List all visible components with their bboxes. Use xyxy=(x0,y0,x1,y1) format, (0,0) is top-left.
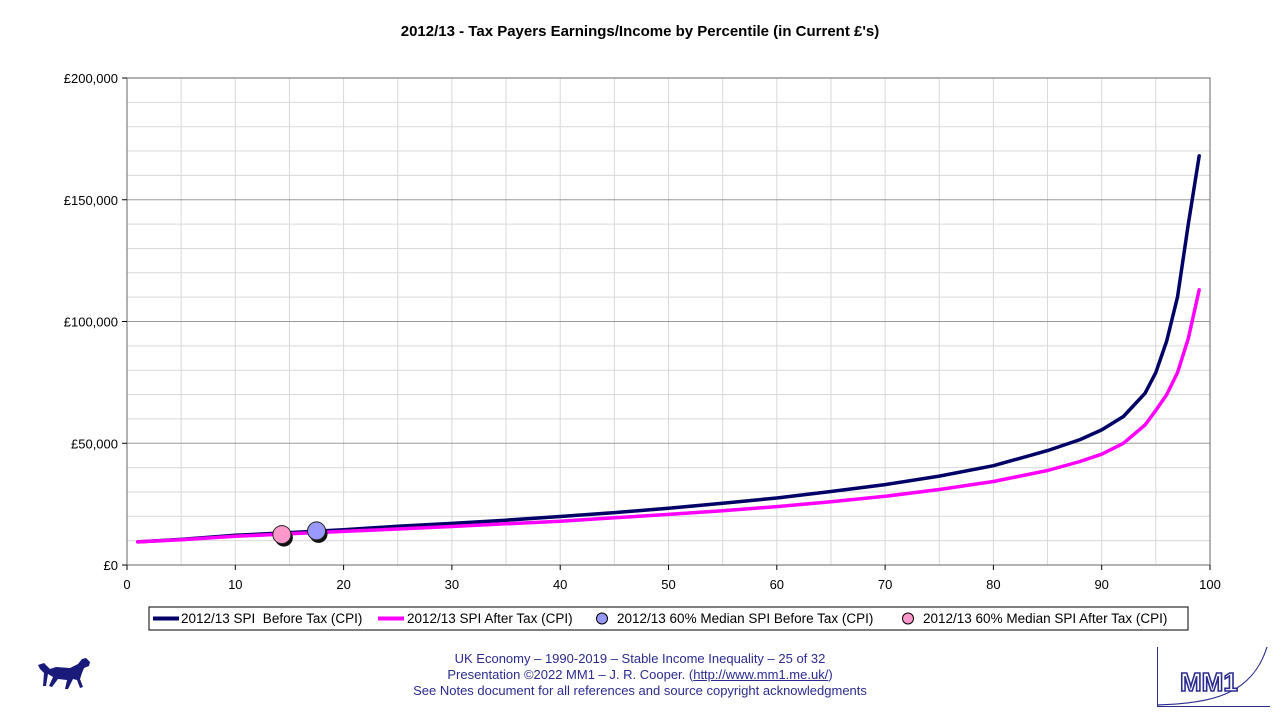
logo-text: MM1 xyxy=(1180,667,1238,697)
legend-marker-median-after-tax xyxy=(902,612,914,625)
x-tick-label: 70 xyxy=(878,577,892,592)
y-tick-label: £50,000 xyxy=(71,436,118,451)
footer: UK Economy – 1990-2019 – Stable Income I… xyxy=(340,651,940,699)
footer-line-1: UK Economy – 1990-2019 – Stable Income I… xyxy=(454,651,826,666)
y-tick-label: £200,000 xyxy=(64,71,118,86)
series-line-0 xyxy=(136,154,1201,544)
x-tick-label: 20 xyxy=(336,577,350,592)
y-tick-label: £150,000 xyxy=(64,193,118,208)
x-tick-label: 90 xyxy=(1094,577,1108,592)
footer-paren-close: ) xyxy=(828,667,833,682)
legend-box xyxy=(148,606,1189,631)
dog-logo-icon xyxy=(36,655,92,698)
median-marker-3 xyxy=(272,525,292,545)
legend-label-median-before-tax: 2012/13 60% Median SPI Before Tax (CPI) xyxy=(617,611,873,626)
x-tick-label: 30 xyxy=(445,577,459,592)
x-tick-label: 10 xyxy=(228,577,242,592)
legend-label-median-after-tax: 2012/13 60% Median SPI After Tax (CPI) xyxy=(923,611,1167,626)
x-tick-label: 40 xyxy=(553,577,567,592)
legend: 2012/13 SPI Before Tax (CPI) 2012/13 SPI… xyxy=(148,606,1189,631)
axes: 0 10 20 30 40 50 60 70 80 90 100 £0 £50,000 £100,000 £… xyxy=(64,71,1221,592)
website-link[interactable]: http://www.mm1.me.uk/ xyxy=(693,667,829,682)
x-tick-label: 50 xyxy=(661,577,675,592)
mm1-logo: MM1 xyxy=(1152,645,1272,714)
legend-label-before-tax: 2012/13 SPI Before Tax (CPI) xyxy=(181,611,362,626)
median-marker-2 xyxy=(307,521,327,541)
y-tick-label: £100,000 xyxy=(64,315,118,330)
x-tick-label: 80 xyxy=(986,577,1000,592)
legend-marker-median-before-tax xyxy=(596,612,608,625)
series-group xyxy=(136,154,1201,547)
x-tick-label: 60 xyxy=(770,577,784,592)
chart-title: 2012/13 - Tax Payers Earnings/Income by … xyxy=(401,23,879,40)
footer-copyright: Presentation ©2022 MM1 – J. R. Cooper. ( xyxy=(447,667,694,682)
logo-axis xyxy=(1157,647,1158,707)
x-tick-label: 0 xyxy=(123,577,130,592)
logo-curve xyxy=(1157,646,1268,706)
footer-line-3: See Notes document for all references an… xyxy=(413,683,867,698)
grid xyxy=(127,78,1210,565)
footer-line-2: Presentation ©2022 MM1 – J. R. Cooper. (… xyxy=(340,667,940,683)
logo-baseline xyxy=(1157,706,1270,707)
x-tick-label: 100 xyxy=(1199,577,1221,592)
series-line-1 xyxy=(136,288,1201,544)
legend-label-after-tax: 2012/13 SPI After Tax (CPI) xyxy=(407,611,573,626)
y-tick-label: £0 xyxy=(104,558,118,573)
